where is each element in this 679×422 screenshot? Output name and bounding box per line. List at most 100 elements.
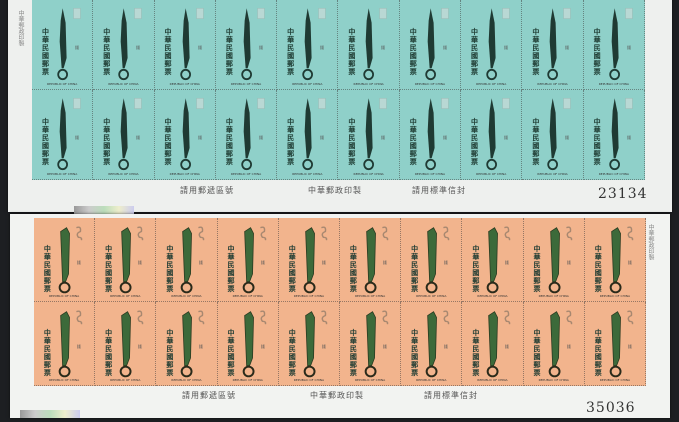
knife-coin-illustration: 錢 [425, 7, 449, 81]
stamp: 錢中華民國郵票 REPUBLIC OF CHINA [584, 302, 646, 386]
knife-coin-illustration: 錢 [181, 310, 205, 378]
knife-coin-illustration: 錢 [548, 226, 572, 294]
stamp-country-text: 中華民國郵票 [471, 328, 480, 377]
svg-text:錢: 錢 [504, 134, 509, 140]
stamp-country-text: 中華民國郵票 [288, 328, 297, 377]
stamp: 錢 中華民國郵票 REPUBLIC OF CHINA [583, 0, 645, 90]
stamp: 錢中華民國郵票 REPUBLIC OF CHINA [156, 302, 218, 386]
knife-coin-illustration: 錢 [119, 226, 144, 294]
svg-text:錢: 錢 [320, 134, 325, 140]
svg-text:錢: 錢 [75, 44, 80, 50]
stamp-latin-text: REPUBLIC OF CHINA [230, 172, 262, 176]
knife-coin-illustration: 錢 [118, 97, 143, 171]
stamp: 錢中華民國郵票 REPUBLIC OF CHINA [401, 218, 463, 302]
stamp: 錢中華民國郵票 REPUBLIC OF CHINA [584, 218, 646, 302]
stamp-latin-text: REPUBLIC OF CHINA [110, 294, 141, 298]
knife-coin-illustration: 錢 [181, 226, 205, 294]
stamp: 錢中華民國郵票 REPUBLIC OF CHINA [461, 90, 523, 180]
stamp-country-text: 中華民國郵票 [531, 118, 540, 167]
stamp-country-text: 中華民國郵票 [594, 244, 603, 293]
stamp-country-text: 中華民國郵票 [531, 28, 540, 77]
svg-text:錢: 錢 [505, 260, 510, 265]
stamp-latin-text: REPUBLIC OF CHINA [598, 172, 629, 176]
stamp: 錢中華民國郵票 REPUBLIC OF CHINA [154, 90, 216, 180]
stamp-latin-text: REPUBLIC OF CHINA [537, 172, 568, 176]
svg-text:錢: 錢 [566, 260, 571, 265]
stamp-grid: 錢中華民國郵票 REPUBLIC OF CHINA 錢中華民國郵票 REPUBLIC … [34, 218, 646, 386]
knife-coin-illustration: 錢 [487, 310, 511, 378]
margin-inscription-left: 請用郵遞區號 [182, 391, 236, 400]
stamp: 錢中華民國郵票 REPUBLIC OF CHINA [32, 90, 94, 180]
knife-coin-illustration: 錢 [363, 97, 388, 171]
knife-coin-illustration: 錢 [118, 7, 143, 81]
stamp: 錢中華民國郵票 REPUBLIC OF CHINA [523, 302, 585, 386]
stamp: 錢中華民國郵票 REPUBLIC OF CHINA [522, 0, 584, 90]
stamp-latin-text: REPUBLIC OF CHINA [232, 378, 263, 382]
stamp-country-text: 中華民國郵票 [409, 28, 418, 77]
svg-text:錢: 錢 [198, 44, 203, 50]
side-inscription: 中華郵政印製 [647, 224, 654, 260]
svg-text:錢: 錢 [566, 344, 571, 349]
stamp: 錢中華民國郵票 REPUBLIC OF CHINA [522, 90, 584, 180]
stamp-country-text: 中華民國郵票 [349, 328, 358, 377]
stamp-country-text: 中華民國郵票 [533, 244, 542, 293]
stamp-country-text: 中華民國郵票 [347, 118, 356, 167]
knife-coin-illustration: 錢 [242, 226, 266, 294]
stamp-latin-text: REPUBLIC OF CHINA [293, 294, 325, 298]
stamp-country-text: 中華民國郵票 [347, 28, 356, 77]
stamp-country-text: 中華民國郵票 [593, 28, 602, 77]
color-registration-bar [74, 206, 134, 214]
margin-inscription-right: 請用標準信封 [424, 391, 478, 400]
svg-text:錢: 錢 [260, 344, 265, 349]
stamp: 錢中華民國郵票 REPUBLIC OF CHINA [95, 302, 157, 386]
stamp: 錢中華民國郵票 REPUBLIC OF CHINA [215, 0, 278, 90]
svg-text:錢: 錢 [199, 260, 204, 265]
svg-text:錢: 錢 [383, 260, 388, 265]
svg-text:錢: 錢 [136, 134, 141, 140]
knife-coin-illustration: 錢 [303, 226, 328, 294]
stamp-country-text: 中華民國郵票 [286, 28, 295, 77]
stamp-latin-text: REPUBLIC OF CHINA [599, 294, 631, 298]
svg-text:錢: 錢 [504, 44, 509, 50]
stamp-latin-text: REPUBLIC OF CHINA [477, 294, 508, 298]
stamp-latin-text: REPUBLIC OF CHINA [414, 172, 446, 176]
color-registration-bar [20, 410, 80, 418]
knife-coin-illustration: 錢 [58, 226, 83, 294]
svg-text:錢: 錢 [443, 44, 448, 50]
svg-text:錢: 錢 [627, 134, 632, 140]
svg-text:錢: 錢 [505, 344, 510, 349]
svg-text:錢: 錢 [259, 44, 264, 50]
stamp-country-text: 中華民國郵票 [470, 118, 479, 167]
stamp: 錢中華民國郵票 REPUBLIC OF CHINA [277, 0, 339, 90]
stamp-country-text: 中華民國郵票 [41, 28, 50, 77]
knife-coin-illustration: 錢 [363, 7, 388, 81]
knife-coin-illustration: 錢 [302, 7, 326, 81]
knife-coin-illustration: 錢 [608, 97, 633, 171]
svg-text:錢: 錢 [382, 44, 387, 50]
stamp: 錢中華民國郵票 REPUBLIC OF CHINA [462, 302, 524, 386]
stamp-country-text: 中華民國郵票 [102, 28, 111, 77]
knife-coin-illustration: 錢 [364, 310, 389, 378]
serial-number: 35036 [586, 400, 636, 416]
knife-coin-illustration: 錢 [179, 7, 204, 81]
stamp-latin-text: REPUBLIC OF CHINA [169, 172, 200, 176]
stamp-country-text: 中華民國郵票 [286, 118, 295, 167]
svg-text:錢: 錢 [138, 344, 143, 349]
stamp-latin-text: REPUBLIC OF CHINA [232, 294, 263, 298]
stamp-latin-text: REPUBLIC OF CHINA [108, 82, 139, 86]
knife-coin-illustration: 錢 [425, 97, 449, 171]
svg-text:錢: 錢 [444, 344, 449, 349]
stamp-country-text: 中華民國郵票 [164, 28, 173, 77]
stamp: 錢中華民國郵票 REPUBLIC OF CHINA [93, 0, 155, 90]
svg-text:錢: 錢 [259, 134, 264, 140]
stamp-latin-text: REPUBLIC OF CHINA [230, 82, 262, 86]
svg-text:錢: 錢 [627, 44, 632, 50]
knife-coin-illustration: 錢 [57, 7, 81, 81]
stamp-latin-text: REPUBLIC OF CHINA [598, 82, 629, 86]
stamp-latin-text: REPUBLIC OF CHINA [108, 172, 139, 176]
stamp-latin-text: REPUBLIC OF CHINA [48, 294, 80, 298]
stamp: 錢中華民國郵票 REPUBLIC OF CHINA [340, 218, 402, 302]
stamp-latin-text: REPUBLIC OF CHINA [110, 378, 141, 382]
knife-coin-illustration: 錢 [425, 310, 450, 378]
stamp: 錢中華民國郵票 REPUBLIC OF CHINA [523, 218, 585, 302]
